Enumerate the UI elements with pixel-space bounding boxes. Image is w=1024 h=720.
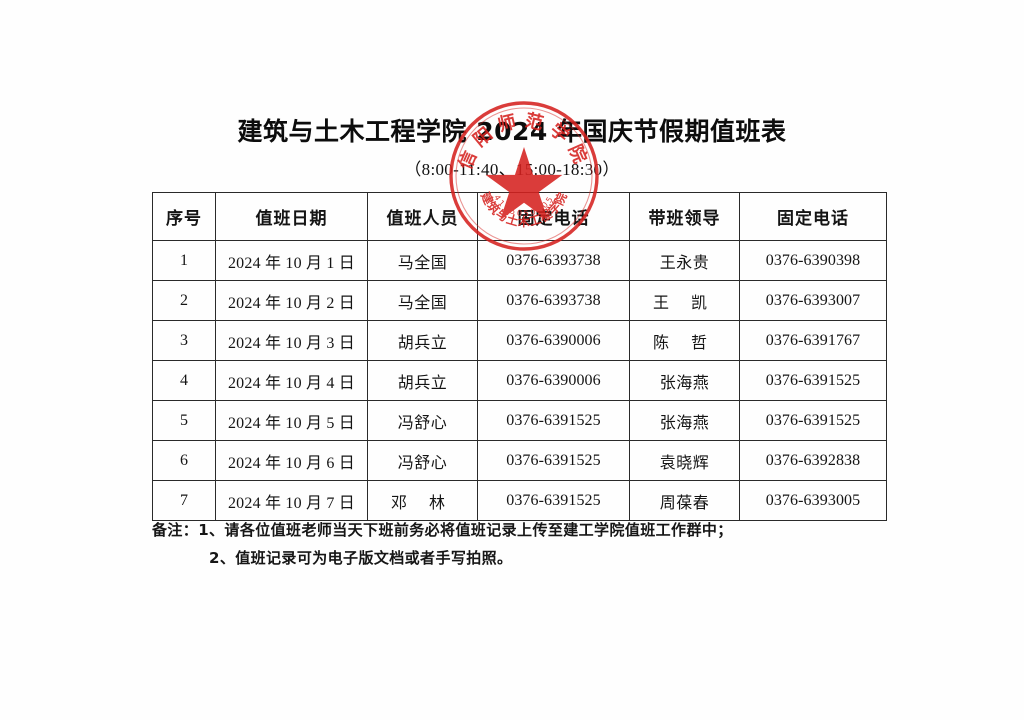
cell-staff-phone: 0376-6391525 — [477, 440, 630, 481]
cell-staff: 邓 林 — [367, 480, 478, 521]
cell-leader: 张海燕 — [629, 400, 740, 441]
cell-date: 2024 年 10 月 1 日 — [215, 240, 368, 281]
cell-leader: 陈 哲 — [629, 320, 740, 361]
cell-staff-phone: 0376-6393738 — [477, 240, 630, 281]
cell-staff: 冯舒心 — [367, 440, 478, 481]
cell-leader-phone: 0376-6393007 — [739, 280, 887, 321]
cell-leader-phone: 0376-6391525 — [739, 360, 887, 401]
table-header: 序号 值班日期 值班人员 固定电话 带班领导 固定电话 — [152, 192, 887, 241]
cell-leader-phone: 0376-6392838 — [739, 440, 887, 481]
cell-index: 7 — [152, 480, 216, 521]
column-header-date: 值班日期 — [215, 192, 368, 241]
cell-staff: 胡兵立 — [367, 320, 478, 361]
cell-leader: 周葆春 — [629, 480, 740, 521]
note-line-1: 备注：1、请各位值班老师当天下班前务必将值班记录上传至建工学院值班工作群中； — [152, 521, 733, 539]
cell-date: 2024 年 10 月 6 日 — [215, 440, 368, 481]
column-header-index: 序号 — [152, 192, 216, 241]
column-header-leader-phone: 固定电话 — [739, 192, 887, 241]
cell-index: 5 — [152, 400, 216, 441]
cell-index: 6 — [152, 440, 216, 481]
cell-index: 4 — [152, 360, 216, 401]
page-title: 建筑与土木工程学院 2024 年国庆节假期值班表 — [237, 117, 787, 146]
column-header-staff: 值班人员 — [367, 192, 478, 241]
cell-index: 1 — [152, 240, 216, 281]
cell-leader: 王 凯 — [629, 280, 740, 321]
page-subtitle: （8:00-11:40、15:00-18:30） — [404, 159, 620, 179]
cell-leader-phone: 0376-6393005 — [739, 480, 887, 521]
table-row: 2 2024 年 10 月 2 日马全国 0376-6393738 王 凯 0376-6… — [152, 280, 887, 321]
cell-date: 2024 年 10 月 2 日 — [215, 280, 368, 321]
cell-staff-phone: 0376-6393738 — [477, 280, 630, 321]
cell-staff-phone: 0376-6390006 — [477, 320, 630, 361]
table-row: 3 2024 年 10 月 3 日胡兵立 0376-6390006 陈 哲 0376-6… — [152, 320, 887, 361]
cell-staff-phone: 0376-6390006 — [477, 360, 630, 401]
table-header-row: 序号 值班日期 值班人员 固定电话 带班领导 固定电话 — [152, 192, 887, 241]
cell-date: 2024 年 10 月 5 日 — [215, 400, 368, 441]
cell-staff: 胡兵立 — [367, 360, 478, 401]
table-row: 4 2024 年 10 月 4 日胡兵立 0376-6390006 张海燕 0376-6… — [152, 360, 887, 401]
table-row: 6 2024 年 10 月 6 日冯舒心 0376-6391525 袁晓辉 0376-6… — [152, 440, 887, 481]
note-line-2: 2、值班记录可为电子版文档或者手写拍照。 — [209, 549, 513, 567]
cell-staff: 马全国 — [367, 280, 478, 321]
table-row: 7 2024 年 10 月 7 日邓 林 0376-6391525 周葆春 0376-6… — [152, 480, 887, 521]
cell-leader: 袁晓辉 — [629, 440, 740, 481]
table-row: 1 2024 年 10 月 1 日马全国 0376-6393738 王永贵 0376-6… — [152, 240, 887, 281]
column-header-leader: 带班领导 — [629, 192, 740, 241]
cell-leader-phone: 0376-6391767 — [739, 320, 887, 361]
cell-staff: 冯舒心 — [367, 400, 478, 441]
cell-date: 2024 年 10 月 4 日 — [215, 360, 368, 401]
cell-leader: 张海燕 — [629, 360, 740, 401]
cell-date: 2024 年 10 月 7 日 — [215, 480, 368, 521]
cell-index: 3 — [152, 320, 216, 361]
cell-leader-phone: 0376-6391525 — [739, 400, 887, 441]
title-block: 建筑与土木工程学院 2024 年国庆节假期值班表 （8:00-11:40、15:… — [0, 118, 1024, 180]
footer-notes: 备注：1、请各位值班老师当天下班前务必将值班记录上传至建工学院值班工作群中； 2… — [152, 516, 912, 572]
cell-date: 2024 年 10 月 3 日 — [215, 320, 368, 361]
cell-staff-phone: 0376-6391525 — [477, 480, 630, 521]
table-body: 1 2024 年 10 月 1 日马全国 0376-6393738 王永贵 0376-6… — [152, 240, 887, 521]
cell-index: 2 — [152, 280, 216, 321]
table-row: 5 2024 年 10 月 5 日冯舒心 0376-6391525 张海燕 0376-6… — [152, 400, 887, 441]
column-header-staff-phone: 固定电话 — [477, 192, 630, 241]
cell-staff-phone: 0376-6391525 — [477, 400, 630, 441]
cell-leader-phone: 0376-6390398 — [739, 240, 887, 281]
cell-staff: 马全国 — [367, 240, 478, 281]
duty-roster-table: 序号 值班日期 值班人员 固定电话 带班领导 固定电话 1 2024 年 10 月… — [152, 192, 887, 521]
cell-leader: 王永贵 — [629, 240, 740, 281]
